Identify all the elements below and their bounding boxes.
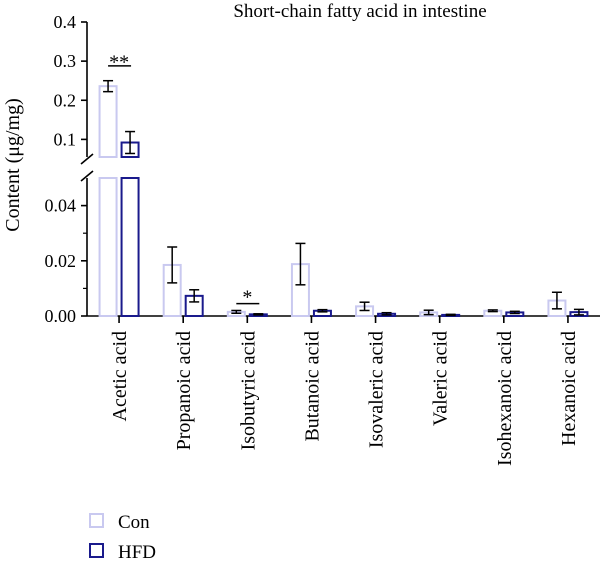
y-tick-label: 0.00 [45,306,77,326]
x-tick-label: Hexanoic acid [558,331,580,446]
chart-title: Short-chain fatty acid in intestine [233,1,486,22]
legend: Con HFD [89,512,156,561]
axis-break-mark [80,153,94,165]
legend-swatch-hfd [89,543,104,558]
significance-annotations: *** [108,51,260,309]
y-axis-label: Content (μg/mg) [2,98,24,232]
y-tick-label: 0.4 [54,12,77,32]
y-tick-label: 0.04 [45,196,77,216]
y-tick-label: 0.3 [54,51,77,71]
bar-con [98,177,118,317]
bar-hfd [120,177,140,317]
legend-swatch-con [89,513,104,528]
x-tick-label: Butanoic acid [301,331,323,442]
significance-label: * [242,287,252,309]
x-tick-label: Propanoic acid [173,331,195,450]
x-tick-labels: Acetic acid Propanoic acid Isobutyric acid… [109,331,580,466]
y-tick-label: 0.1 [54,129,77,149]
x-tick-label: Valeric acid [430,331,452,426]
y-tick-label: 0.2 [54,90,77,110]
legend-label: Con [118,512,150,533]
significance-label: ** [109,51,129,73]
x-tick-label: Isovaleric acid [366,331,388,448]
x-tick-label: Acetic acid [109,331,131,422]
bars [98,85,589,318]
legend-label: HFD [118,542,156,561]
axis-break-mark [80,170,94,182]
bar-con-upper [98,85,118,158]
x-tick-label: Isohexanoic acid [494,331,516,466]
y-tick-label: 0.02 [45,251,77,271]
x-tick-label: Isobutyric acid [237,331,259,450]
error-bars [103,79,584,317]
